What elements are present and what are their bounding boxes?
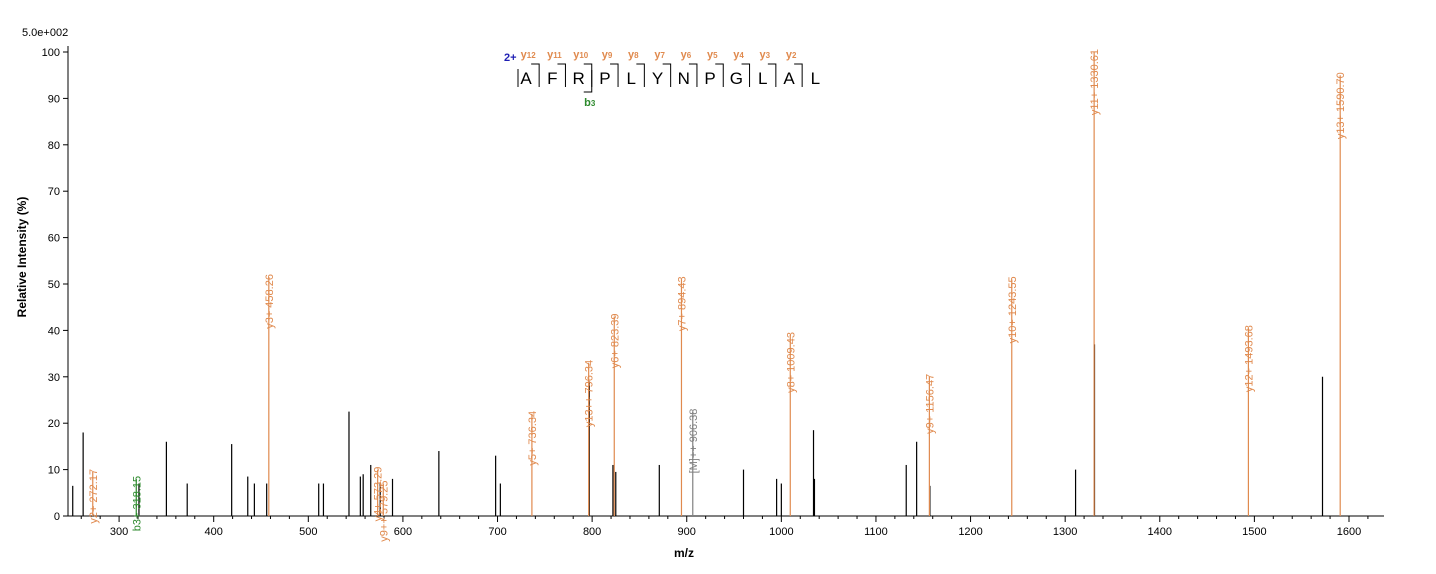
y-ion-bracket — [688, 63, 698, 87]
intensity-scale-label: 5.0e+002 — [22, 27, 68, 39]
y-ion-label: y10 — [573, 49, 589, 61]
peak-label: y13+ 1590.70 — [1335, 72, 1347, 139]
residue: A — [520, 69, 532, 88]
y-ion-bracket — [794, 63, 803, 87]
peak-label: y10+ 1243.55 — [1007, 276, 1019, 343]
peak-label: y13++ 796.34 — [584, 360, 596, 427]
residue: L — [811, 69, 820, 88]
residue: F — [547, 69, 557, 88]
y-ion-bracket — [557, 63, 566, 87]
residue: P — [704, 69, 715, 88]
residue: P — [599, 69, 610, 88]
x-tick-label: 800 — [583, 526, 601, 538]
x-tick-label: 1400 — [1148, 526, 1172, 538]
y-axis-title: Relative Intensity (%) — [15, 197, 29, 318]
y-ion-label: y11 — [547, 49, 562, 61]
charge-state: 2+ — [504, 52, 517, 64]
y-ion-label: y8 — [628, 49, 639, 61]
b-ion-bracket — [583, 70, 593, 93]
residue: L — [626, 69, 635, 88]
y-ion-label: y7 — [654, 49, 665, 61]
peak-label: y2+ 272.17 — [88, 469, 100, 524]
y-ion-bracket — [741, 63, 751, 87]
peak-label: y12+ 1493.68 — [1243, 325, 1255, 392]
y-tick-label: 80 — [48, 140, 60, 152]
peak-label: y9+ 1156.47 — [924, 374, 936, 434]
y-tick-label: 60 — [48, 233, 60, 245]
y-tick-label: 40 — [48, 325, 60, 337]
y-ion-bracket — [715, 63, 724, 87]
residue: L — [758, 69, 767, 88]
y-ion-bracket — [662, 63, 672, 87]
x-tick-label: 1500 — [1242, 526, 1266, 538]
peak-label: y5+ 736.34 — [527, 411, 539, 466]
x-tick-label: 600 — [394, 526, 412, 538]
y-tick-label: 70 — [48, 186, 60, 198]
y-tick-label: 100 — [42, 47, 60, 59]
peaks: y2+ 272.17 b3+ 318.15 y3+ 458.26 y4+ 573.29… — [72, 49, 1347, 542]
y-ion-label: y5 — [707, 49, 718, 61]
y-tick-label: 20 — [48, 418, 60, 430]
peak-label: [M]++ 906.38 — [688, 409, 700, 474]
x-tick-label: 1100 — [864, 526, 888, 538]
x-tick-label: 900 — [678, 526, 696, 538]
y-ion-label: y4 — [733, 49, 744, 61]
residue: Y — [652, 69, 663, 88]
peak-label: y11+ 1330.61 — [1089, 49, 1101, 115]
y-tick-label: 10 — [48, 465, 60, 477]
peak-label: b3+ 318.15 — [131, 476, 143, 531]
residue: R — [572, 69, 584, 88]
y-ion-label: y9 — [602, 49, 613, 61]
peak-label: y8+ 1009.43 — [785, 332, 797, 393]
x-tick-label: 700 — [488, 526, 506, 538]
y-ion-bracket — [767, 63, 777, 87]
y-tick-label: 30 — [48, 372, 60, 384]
peak-label: y4+ 573.29 — [373, 467, 385, 522]
x-tick-label: 1300 — [1053, 526, 1077, 538]
peak-label: y9++ 579.25 — [378, 481, 390, 542]
y-tick-label: 90 — [48, 93, 60, 105]
y-ion-bracket — [636, 63, 645, 87]
residue: A — [783, 69, 795, 88]
y-tick-label: 50 — [48, 279, 60, 291]
x-tick-label: 1000 — [769, 526, 793, 538]
y-ion-label: y2 — [786, 49, 797, 61]
x-tick-label: 1200 — [958, 526, 982, 538]
y-ion-label: y6 — [681, 49, 692, 61]
x-tick-label: 400 — [205, 526, 223, 538]
y-ion-bracket — [531, 63, 540, 87]
x-tick-label: 500 — [299, 526, 317, 538]
y-ion-bracket — [610, 63, 619, 87]
y-ion-label: y12 — [521, 49, 537, 61]
y-ion-label: y3 — [760, 49, 771, 61]
axes: 0 10 20 30 40 50 60 70 80 90 100 300 400 500 600 700 800… — [42, 46, 1384, 538]
b-ion-label: b3 — [584, 97, 596, 109]
peak-label: y7+ 894.43 — [676, 276, 688, 331]
residue: G — [730, 69, 743, 88]
peak-label: y3+ 458.26 — [264, 274, 276, 329]
x-tick-label: 300 — [110, 526, 128, 538]
y-ion-bracket — [583, 63, 593, 87]
x-axis-title: m/z — [674, 546, 694, 560]
peak-label: y6+ 823.39 — [609, 313, 621, 368]
x-tick-label: 1600 — [1337, 526, 1361, 538]
residue: N — [678, 69, 690, 88]
y-tick-label: 0 — [54, 511, 60, 523]
